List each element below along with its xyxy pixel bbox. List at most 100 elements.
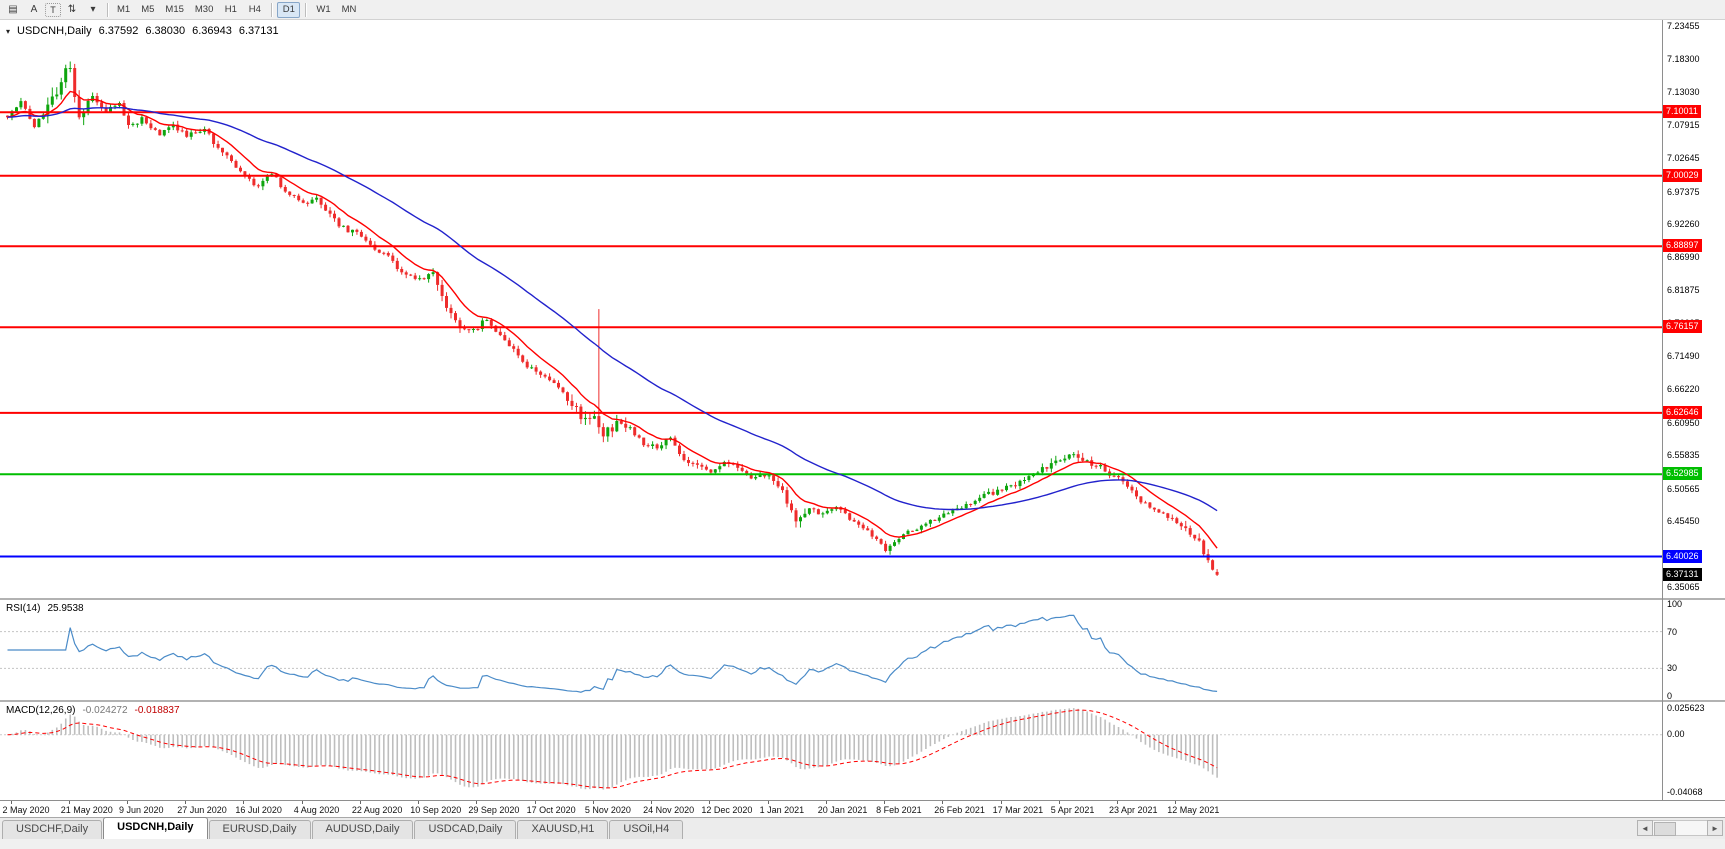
cursor-tool-icon[interactable]: A: [30, 4, 38, 15]
timeframe-M1[interactable]: M1: [117, 4, 131, 15]
chart-symbol-label: USDCNH,Daily: [17, 25, 92, 37]
text-label-tool-icon[interactable]: T: [45, 2, 61, 17]
chart-collapse-icon[interactable]: ▾: [6, 26, 11, 36]
hline-price-tag: 6.62646: [1663, 405, 1702, 419]
price-scale-label: 7.13030: [1667, 87, 1700, 98]
date-tick: [10, 801, 12, 804]
rsi-panel: RSI(14) 25.9538: [0, 600, 1725, 700]
timeframe-MN[interactable]: MN: [341, 4, 357, 15]
macd-scale-label: 0.00: [1667, 728, 1685, 739]
chart-tab-usdcad[interactable]: USDCAD,Daily: [414, 820, 517, 839]
price-scale[interactable]: 7.23455 7.18300 7.13030 7.07915 7.02645 6.973…: [1663, 20, 1725, 800]
macd-label: MACD(12,26,9) -0.024272 -0.018837: [6, 705, 180, 716]
price-scale-label: 7.07915: [1667, 119, 1700, 130]
price-scale-label: 6.50565: [1667, 483, 1700, 494]
price-scale-label: 6.55835: [1667, 450, 1700, 461]
chart-tab-usoil[interactable]: USOil,H4: [609, 820, 684, 839]
date-tick: [709, 801, 711, 804]
scale-arrows-icon[interactable]: ⇅: [67, 4, 77, 15]
macd-indicator-name: MACD(12,26,9): [6, 705, 76, 716]
timeframe-W1[interactable]: W1: [316, 4, 331, 15]
date-label: 26 Feb 2021: [934, 805, 985, 815]
tool-dropdown-caret-icon[interactable]: ▾: [90, 4, 96, 15]
timeframe-M5[interactable]: M5: [141, 4, 155, 15]
price-scale-label: 6.60950: [1667, 417, 1700, 428]
macd-current-value: -0.024272: [82, 705, 128, 716]
panel-resize-separator[interactable]: [0, 598, 1725, 600]
chart-tab-xauusd[interactable]: XAUUSD,H1: [517, 820, 609, 839]
toolbar-separator: [107, 2, 108, 17]
chart-tab-audusd[interactable]: AUDUSD,Daily: [311, 820, 414, 839]
macd-signal-value: -0.018837: [134, 705, 180, 716]
price-chart-canvas[interactable]: [0, 20, 1662, 598]
price-scale-label: 6.35065: [1667, 581, 1700, 592]
date-label: 23 Apr 2021: [1109, 805, 1158, 815]
price-panel: ▾ USDCNH,Daily 6.37592 6.38030 6.36943 6…: [0, 20, 1725, 598]
date-tick: [243, 801, 245, 804]
tab-scroll-left-button[interactable]: ◄: [1637, 820, 1653, 836]
price-scale-label: 7.23455: [1667, 21, 1700, 31]
date-tick: [942, 801, 944, 804]
main-toolbar: ▤ A T ⇅ ▾ M1 M5 M15 M30 H1 H4 D1 W1 MN: [0, 0, 1725, 20]
date-tick: [592, 801, 594, 804]
price-scale-label: 6.92260: [1667, 219, 1700, 229]
chart-tabs: USDCHF,Daily USDCNH,Daily EURUSD,Daily AUDU…: [2, 817, 684, 839]
macd-chart-canvas[interactable]: [0, 702, 1662, 800]
price-scale-label: 7.18300: [1667, 53, 1700, 64]
date-label: 10 Sep 2020: [410, 805, 462, 815]
date-tick: [1175, 801, 1177, 804]
ohlc-high-value: 6.38030: [145, 25, 186, 37]
chart-tab-eurusd[interactable]: EURUSD,Daily: [208, 820, 311, 839]
tab-scroll-track[interactable]: [1653, 820, 1707, 836]
date-tick: [1000, 801, 1002, 804]
timeframe-M15[interactable]: M15: [165, 4, 184, 15]
timeframe-M30[interactable]: M30: [194, 4, 214, 15]
tab-scroll-right-button[interactable]: ►: [1707, 820, 1723, 836]
date-label: 8 Feb 2021: [876, 805, 922, 815]
date-tick: [1117, 801, 1118, 804]
macd-panel: MACD(12,26,9) -0.024272 -0.018837: [0, 702, 1725, 800]
chart-tab-usdcnh[interactable]: USDCNH,Daily: [103, 817, 208, 839]
price-scale-label: 7.02645: [1667, 153, 1700, 164]
chart-tab-usdchf[interactable]: USDCHF,Daily: [2, 820, 103, 839]
rsi-scale-label: 30: [1667, 663, 1678, 674]
date-label: 17 Oct 2020: [526, 805, 576, 815]
price-scale-label: 6.81875: [1667, 284, 1700, 295]
current-price-tag: 6.37131: [1663, 567, 1702, 581]
timeframe-H4[interactable]: H4: [248, 4, 261, 15]
status-bar: [0, 839, 1725, 849]
rsi-scale-label: 70: [1667, 626, 1678, 637]
date-label: 12 Dec 2020: [701, 805, 753, 815]
macd-scale-label: -0.04068: [1667, 787, 1703, 797]
date-tick: [185, 801, 187, 804]
chart-area: ▾ USDCNH,Daily 6.37592 6.38030 6.36943 6…: [0, 20, 1725, 817]
rsi-chart-canvas[interactable]: [0, 600, 1662, 700]
tab-scrollbar: ◄ ►: [1637, 820, 1723, 836]
date-label: 22 Aug 2020: [351, 805, 403, 815]
date-tick: [301, 801, 303, 804]
panel-resize-separator[interactable]: [0, 700, 1725, 702]
date-label: 29 Sep 2020: [468, 805, 520, 815]
date-tick: [884, 801, 886, 804]
price-scale-separator: [1662, 20, 1663, 800]
date-label: 27 Jun 2020: [177, 805, 227, 815]
chart-windows-icon[interactable]: ▤: [8, 4, 18, 15]
date-label: 2 May 2020: [2, 805, 50, 815]
date-label: 20 Jan 2021: [817, 805, 868, 815]
toolbar-separator: [271, 2, 273, 17]
date-tick: [651, 801, 653, 804]
timeframe-D1[interactable]: D1: [277, 1, 301, 18]
date-label: 17 Mar 2021: [992, 805, 1044, 815]
tab-scroll-thumb[interactable]: [1654, 822, 1676, 836]
toolbar-icons: ▤ A T ⇅ ▾: [3, 2, 103, 18]
macd-scale-label: 0.025623: [1667, 703, 1705, 713]
rsi-label: RSI(14) 25.9538: [6, 603, 84, 614]
date-tick: [359, 801, 361, 804]
date-label: 16 Jul 2020: [235, 805, 282, 815]
date-tick: [127, 801, 128, 804]
rsi-current-value: 25.9538: [47, 603, 84, 614]
timeframe-H1[interactable]: H1: [224, 4, 237, 15]
hline-price-tag: 6.76157: [1663, 320, 1702, 334]
date-axis[interactable]: 2 May 2020 21 May 2020 9 Jun 2020 27 Jun 20…: [0, 800, 1725, 817]
date-label: 5 Nov 2020: [584, 805, 631, 815]
